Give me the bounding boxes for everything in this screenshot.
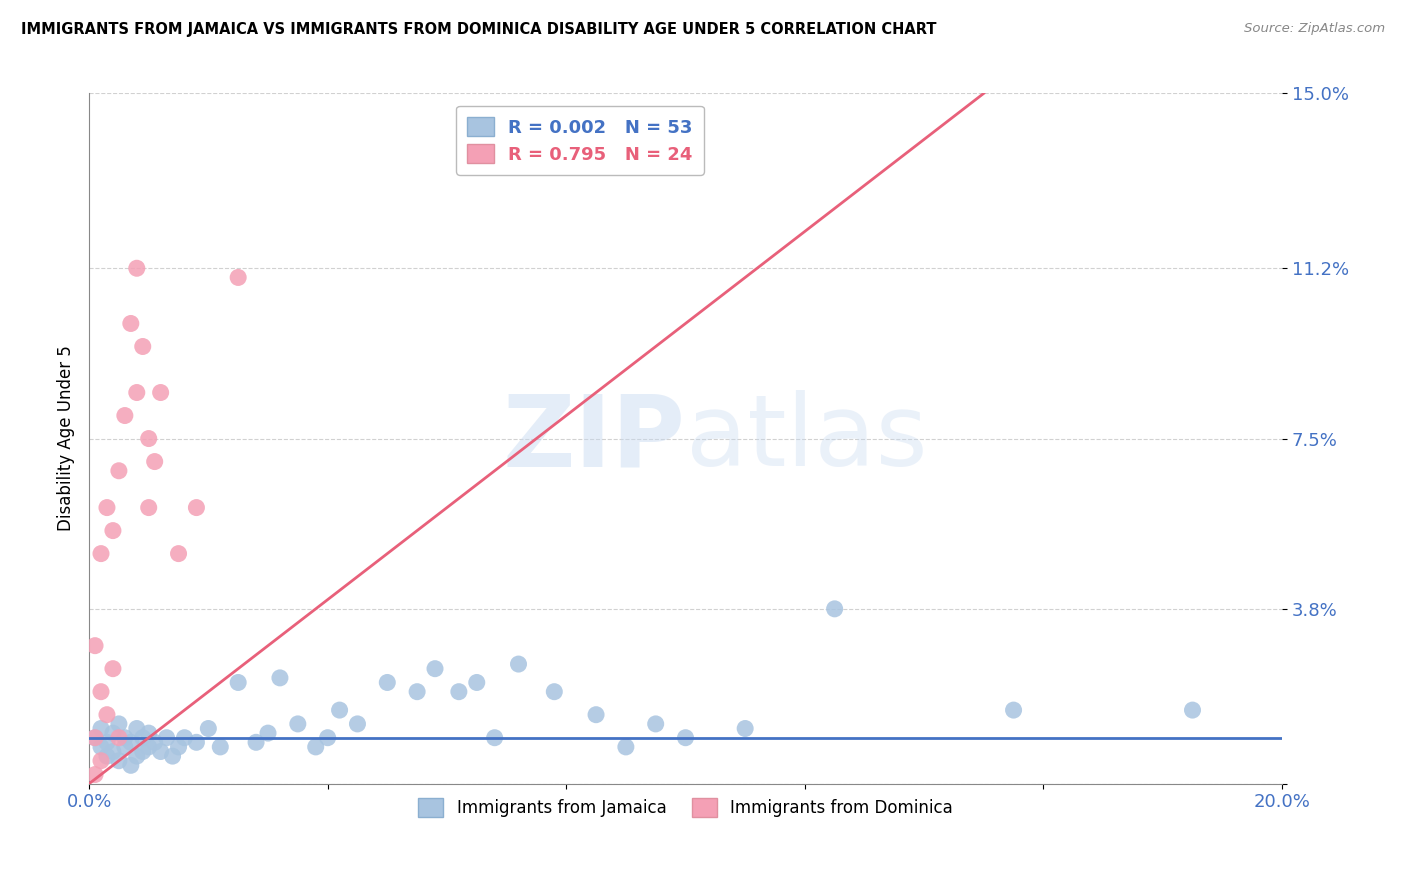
Point (824, 602, 846, 616)
Point (114, 739, 136, 754)
Point (186, 735, 208, 749)
Point (375, 675, 398, 690)
Point (132, 731, 155, 745)
Point (734, 722, 756, 736)
Text: IMMIGRANTS FROM JAMAICA VS IMMIGRANTS FROM DOMINICA DISABILITY AGE UNDER 5 CORRE: IMMIGRANTS FROM JAMAICA VS IMMIGRANTS FR… (21, 22, 936, 37)
Text: Source: ZipAtlas.com: Source: ZipAtlas.com (1244, 22, 1385, 36)
Point (101, 745, 124, 759)
Point (138, 500, 160, 515)
Point (143, 735, 166, 749)
Point (508, 657, 530, 671)
Point (114, 409, 136, 423)
Point (149, 745, 172, 759)
Point (125, 261, 148, 276)
Point (167, 547, 190, 561)
Point (543, 684, 565, 698)
Point (186, 500, 208, 515)
Point (209, 739, 232, 754)
Point (614, 739, 637, 754)
Point (149, 385, 172, 400)
Point (84, 731, 107, 745)
Point (245, 735, 267, 749)
Point (1002, 703, 1025, 717)
Point (226, 675, 249, 690)
Point (120, 758, 142, 772)
Point (173, 731, 195, 745)
Point (101, 662, 124, 676)
Point (101, 524, 124, 538)
Point (120, 735, 142, 749)
Point (90, 739, 112, 754)
Point (423, 662, 446, 676)
Point (257, 726, 280, 740)
Point (96, 749, 118, 764)
Point (132, 745, 155, 759)
Point (406, 684, 429, 698)
Point (138, 726, 160, 740)
Point (269, 671, 291, 685)
Point (114, 731, 136, 745)
Point (120, 317, 142, 331)
Point (644, 717, 666, 731)
Point (447, 684, 470, 698)
Point (96, 500, 118, 515)
Point (101, 726, 124, 740)
Point (125, 722, 148, 736)
Point (96, 707, 118, 722)
Point (108, 754, 131, 768)
Text: atlas: atlas (686, 390, 927, 487)
Point (329, 703, 352, 717)
Point (90, 722, 112, 736)
Point (90, 684, 112, 698)
Point (108, 464, 131, 478)
Point (197, 722, 219, 736)
Point (346, 717, 368, 731)
Point (1181, 703, 1204, 717)
Point (108, 717, 131, 731)
Point (305, 739, 328, 754)
Point (125, 749, 148, 764)
Point (155, 731, 177, 745)
Legend: Immigrants from Jamaica, Immigrants from Dominica: Immigrants from Jamaica, Immigrants from… (412, 792, 959, 823)
Point (316, 731, 339, 745)
Point (132, 339, 155, 353)
Point (138, 432, 160, 446)
Y-axis label: Disability Age Under 5: Disability Age Under 5 (58, 345, 75, 532)
Point (84, 767, 107, 781)
Point (675, 731, 697, 745)
Point (484, 731, 506, 745)
Point (143, 454, 166, 468)
Point (84, 639, 107, 653)
Point (84, 731, 107, 745)
Point (90, 547, 112, 561)
Point (167, 739, 190, 754)
Point (125, 385, 148, 400)
Point (96, 735, 118, 749)
Point (108, 731, 131, 745)
Point (465, 675, 488, 690)
Point (90, 754, 112, 768)
Point (162, 749, 184, 764)
Text: ZIP: ZIP (503, 390, 686, 487)
Point (287, 717, 309, 731)
Point (138, 739, 160, 754)
Point (226, 270, 249, 285)
Point (585, 707, 607, 722)
